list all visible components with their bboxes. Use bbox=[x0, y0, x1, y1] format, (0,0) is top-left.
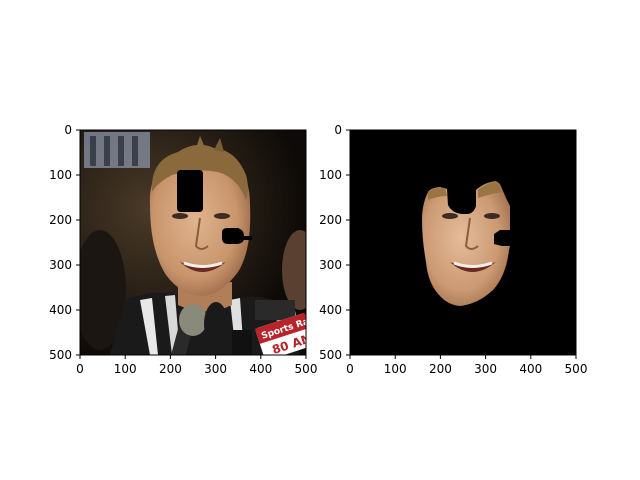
left-y-tick-label: 200 bbox=[49, 213, 72, 227]
right-x-tick-label: 500 bbox=[565, 362, 588, 376]
microphones bbox=[170, 300, 296, 355]
left-x-tick-label: 400 bbox=[249, 362, 272, 376]
background-person-right bbox=[282, 230, 306, 310]
right-y-ticks: 0 100 200 300 400 500 bbox=[319, 123, 350, 362]
masked-right-eye bbox=[484, 213, 500, 219]
left-x-tick-label: 100 bbox=[114, 362, 137, 376]
right-y-tick-label: 0 bbox=[334, 123, 342, 137]
right-x-tick-label: 100 bbox=[384, 362, 407, 376]
left-y-tick-label: 400 bbox=[49, 303, 72, 317]
left-x-tick-label: 200 bbox=[159, 362, 182, 376]
right-eye bbox=[214, 213, 230, 219]
right-x-tick-label: 300 bbox=[474, 362, 497, 376]
right-x-tick-label: 0 bbox=[346, 362, 354, 376]
masked-left-eye bbox=[442, 213, 458, 219]
hair bbox=[151, 144, 248, 200]
mask-hole-forehead bbox=[177, 170, 203, 212]
radio-sign: Sports Radio 80 AM bbox=[254, 312, 306, 355]
right-axes: 0 100 200 300 400 500 0 100 200 300 400 … bbox=[319, 123, 587, 376]
left-x-tick-label: 0 bbox=[76, 362, 84, 376]
right-x-tick-label: 400 bbox=[519, 362, 542, 376]
right-y-tick-label: 400 bbox=[319, 303, 342, 317]
left-x-tick-label: 300 bbox=[204, 362, 227, 376]
right-y-tick-label: 100 bbox=[319, 168, 342, 182]
left-y-tick-label: 500 bbox=[49, 348, 72, 362]
face bbox=[149, 156, 251, 296]
left-y-tick-label: 100 bbox=[49, 168, 72, 182]
left-x-ticks: 0 100 200 300 400 500 bbox=[76, 355, 317, 376]
left-eye bbox=[172, 213, 188, 219]
mask-hole-cheek bbox=[222, 228, 252, 244]
background-person-left bbox=[80, 230, 126, 350]
left-y-tick-label: 300 bbox=[49, 258, 72, 272]
left-axes: 0 100 200 300 400 500 0 100 200 300 400 … bbox=[49, 123, 317, 376]
masked-face-panel bbox=[350, 130, 576, 355]
left-x-tick-label: 500 bbox=[295, 362, 318, 376]
original-photo-panel: Sports Radio 80 AM bbox=[80, 130, 306, 355]
right-y-tick-label: 200 bbox=[319, 213, 342, 227]
right-y-tick-label: 300 bbox=[319, 258, 342, 272]
left-y-tick-label: 0 bbox=[64, 123, 72, 137]
right-x-tick-label: 200 bbox=[429, 362, 452, 376]
right-x-ticks: 0 100 200 300 400 500 bbox=[346, 355, 587, 376]
right-y-tick-label: 500 bbox=[319, 348, 342, 362]
left-y-ticks: 0 100 200 300 400 500 bbox=[49, 123, 80, 362]
